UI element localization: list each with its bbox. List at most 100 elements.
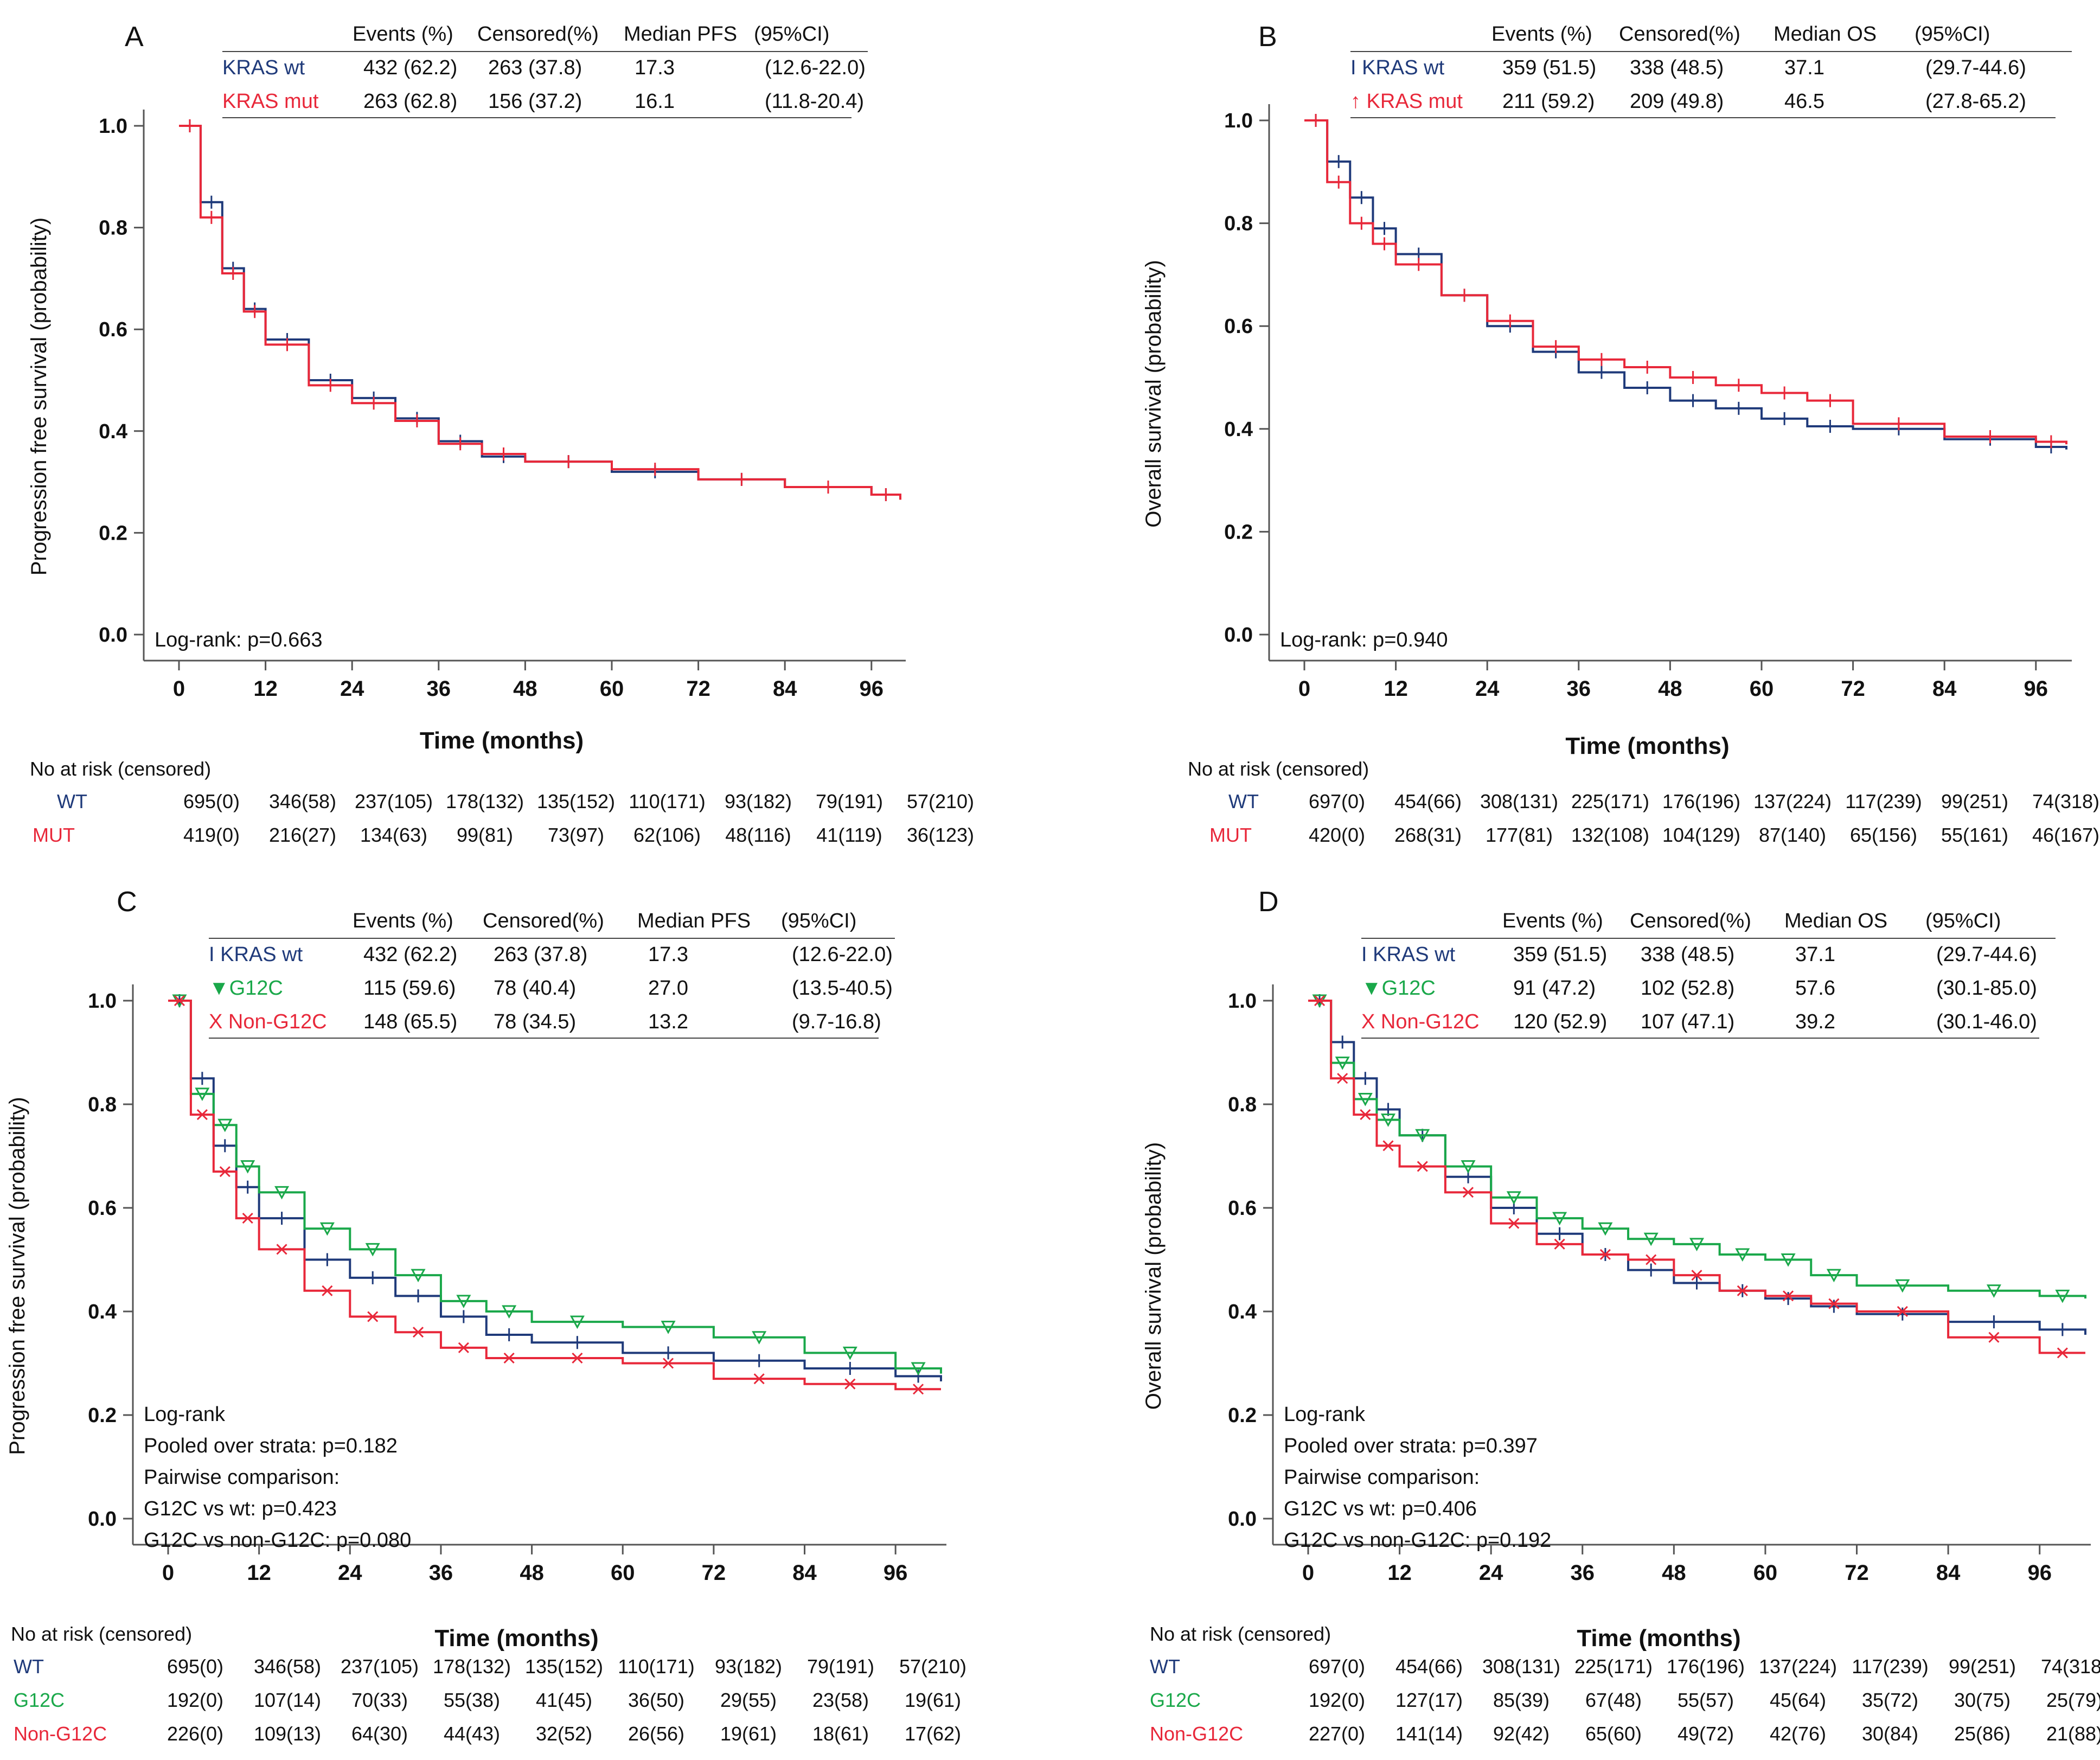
censor-mark-wt <box>1687 394 1699 407</box>
series-line-mut <box>1308 1000 2085 1354</box>
y-tick-label: 0.8 <box>99 217 127 240</box>
censor-mark-mut <box>411 414 422 428</box>
at-risk-value: 99(251) <box>1941 790 2008 812</box>
y-tick-label: 0.6 <box>1228 1197 1257 1220</box>
logrank-text: G12C vs wt: p=0.406 <box>1284 1497 1477 1520</box>
at-risk-value: 57(210) <box>907 790 974 812</box>
x-tick-label: 84 <box>1932 677 1957 701</box>
at-risk-value: 21(88) <box>2046 1723 2100 1745</box>
y-axis-label: Overall survival (probability) <box>1142 1142 1166 1410</box>
table-cell: 263 (37.8) <box>488 56 582 79</box>
censor-mark-mut <box>1824 394 1836 407</box>
censor-mark-wt <box>219 1139 231 1153</box>
x-tick-label: 12 <box>1387 1561 1412 1585</box>
censor-mark-mut <box>1504 314 1516 328</box>
at-risk-value: 268(31) <box>1394 824 1462 846</box>
at-risk-label: G12C <box>1150 1689 1201 1711</box>
censor-mark-g12c <box>911 1362 926 1376</box>
y-axis-label: Progression free survival (probability) <box>5 1097 29 1455</box>
table-cell: 78 (40.4) <box>494 977 576 1000</box>
censor-mark-mut <box>174 995 185 1007</box>
at-risk-value: 695(0) <box>167 1655 223 1678</box>
at-risk-value: 25(86) <box>1954 1723 2011 1745</box>
x-tick-label: 60 <box>1750 677 1774 701</box>
at-risk-label: WT <box>14 1655 44 1678</box>
series-line-wt <box>168 1000 942 1381</box>
censor-mark-wt <box>913 1369 924 1383</box>
censor-mark-mut <box>1642 361 1653 374</box>
at-risk-value: 45(64) <box>1770 1689 1826 1711</box>
censor-mark-g12c <box>502 1305 517 1319</box>
x-tick-label: 0 <box>1302 1561 1314 1585</box>
at-risk-label: MUT <box>33 824 75 846</box>
series-line-wt <box>179 125 901 497</box>
logrank-text: Log-rank: p=0.940 <box>1280 629 1448 651</box>
panel-D: D 0.0 0.2 0.4 0.6 0.8 1.0 0 12 24 36 48 60 72 84 96 Time… <box>1142 886 2100 1745</box>
table-header: (95%CI) <box>754 23 829 46</box>
table-cell: 78 (34.5) <box>494 1010 576 1033</box>
at-risk-value: 17(62) <box>905 1723 961 1745</box>
censor-mark-mut <box>1737 1285 1748 1296</box>
at-risk-value: 134(63) <box>360 824 427 846</box>
x-tick-label: 84 <box>773 677 797 701</box>
at-risk-value: 62(106) <box>633 824 701 846</box>
panel-B: B 0.0 0.2 0.4 0.6 0.8 1.0 0 12 24 36 48 60 72 84 96 Time… <box>1142 21 2099 846</box>
table-header: Median PFS <box>637 910 751 932</box>
panel-A: A 0.0 0.2 0.4 0.6 0.8 1.0 0 12 24 36 48 60 72 84 96 Time… <box>27 21 974 846</box>
at-risk-value: 226(0) <box>167 1723 223 1745</box>
x-tick-label: 24 <box>1479 1561 1503 1585</box>
censor-mark-wt <box>1783 1292 1794 1305</box>
series-line-mut <box>1304 119 2067 445</box>
censor-mark-g12c <box>456 1295 471 1309</box>
at-risk-value: 227(0) <box>1309 1723 1365 1745</box>
at-risk-value: 346(58) <box>254 1655 321 1678</box>
at-risk-value: 109(13) <box>254 1723 321 1745</box>
censor-mark-mut <box>242 1213 253 1224</box>
x-tick-label: 96 <box>2027 1561 2052 1585</box>
at-risk-value: 176(196) <box>1662 790 1740 812</box>
logrank-text: Log-rank <box>144 1403 226 1426</box>
censor-mark-mut <box>1337 1073 1348 1084</box>
censor-mark-mut <box>184 119 195 132</box>
at-risk-value: 30(75) <box>1954 1689 2011 1711</box>
censor-mark-mut <box>276 1244 287 1255</box>
y-tick-label: 0.4 <box>88 1301 117 1323</box>
x-tick-label: 0 <box>173 677 185 701</box>
at-risk-value: 137(224) <box>1759 1655 1837 1678</box>
censor-mark-mut <box>1733 379 1744 392</box>
censor-mark-mut <box>196 1109 208 1121</box>
censor-mark-wt <box>663 1346 674 1360</box>
at-risk-value: 697(0) <box>1309 1655 1365 1678</box>
at-risk-value: 141(14) <box>1395 1723 1463 1745</box>
table-cell: (27.8-65.2) <box>1925 90 2026 113</box>
at-risk-value: 74(318) <box>2041 1655 2100 1678</box>
censor-mark-g12c <box>365 1243 380 1257</box>
table-cell: 263 (62.8) <box>363 90 457 113</box>
at-risk-value: 192(0) <box>167 1689 223 1711</box>
table-cell: 16.1 <box>635 90 675 113</box>
at-risk-value: 55(161) <box>1941 824 2008 846</box>
censor-mark-mut <box>823 480 834 494</box>
x-tick-label: 96 <box>860 677 884 701</box>
at-risk-value: 237(105) <box>355 790 433 812</box>
table-cell: (11.8-20.4) <box>765 90 864 113</box>
at-risk-label: Non-G12C <box>1150 1723 1243 1745</box>
censor-mark-wt <box>1691 1276 1702 1290</box>
at-risk-value: 92(42) <box>1493 1723 1550 1745</box>
table-cell: 338 (48.5) <box>1641 943 1734 966</box>
y-tick-label: 0.6 <box>99 318 127 341</box>
censor-mark-mut <box>736 472 747 486</box>
series-line-g12c <box>1308 1000 2086 1299</box>
censor-mark-g12c <box>217 1118 233 1132</box>
censor-mark-wt <box>753 1354 765 1367</box>
series-line-mut <box>179 125 901 500</box>
x-tick-label: 72 <box>1841 677 1865 701</box>
table-cell: 209 (49.8) <box>1630 90 1724 113</box>
at-risk-value: 85(39) <box>1493 1689 1550 1711</box>
censor-mark-g12c <box>1986 1284 2001 1298</box>
at-risk-value: 35(72) <box>1862 1689 1918 1711</box>
censor-mark-mut <box>281 338 293 351</box>
at-risk-value: 36(50) <box>628 1689 684 1711</box>
censor-mark-mut <box>1333 175 1344 189</box>
censor-mark-wt <box>1642 381 1653 394</box>
